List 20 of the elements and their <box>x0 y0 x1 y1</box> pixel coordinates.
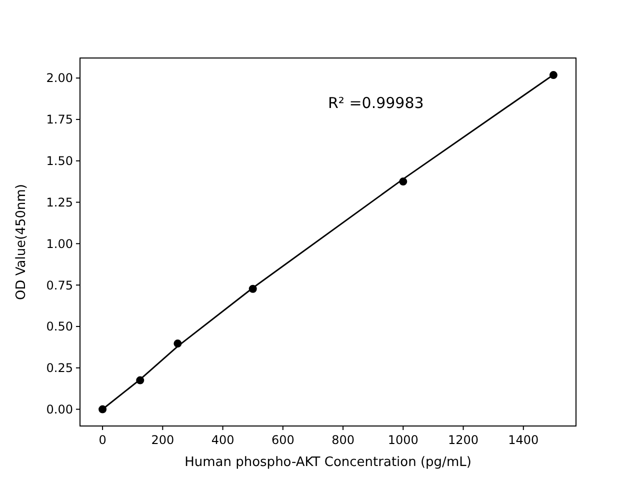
y-tick-label: 0.25 <box>46 361 73 376</box>
y-tick-label: 1.75 <box>46 112 73 127</box>
y-tick-label: 1.25 <box>46 195 73 210</box>
x-tick-label: 1400 <box>508 433 539 447</box>
y-tick-label: 0.00 <box>46 402 73 416</box>
y-tick-label: 0.50 <box>46 320 73 334</box>
y-tick-label: 0.75 <box>46 278 73 292</box>
x-tick-label: 200 <box>151 433 174 447</box>
x-axis-title: Human phospho-AKT Concentration (pg/mL) <box>184 455 472 470</box>
x-tick-label: 1000 <box>388 433 418 447</box>
y-tick-label: 2.00 <box>46 71 73 86</box>
x-tick-label: 800 <box>332 433 354 447</box>
x-tick-label: 400 <box>211 433 234 447</box>
y-tick-label: 1.00 <box>46 236 73 251</box>
x-tick-label: 0 <box>98 433 106 447</box>
y-axis-title: OD Value(450nm) <box>14 184 29 300</box>
x-tick-label: 600 <box>271 433 294 447</box>
y-tick-label: 1.50 <box>46 154 73 168</box>
annotation: R² =0.99983 <box>328 94 424 112</box>
x-tick-label: 1200 <box>448 433 479 447</box>
